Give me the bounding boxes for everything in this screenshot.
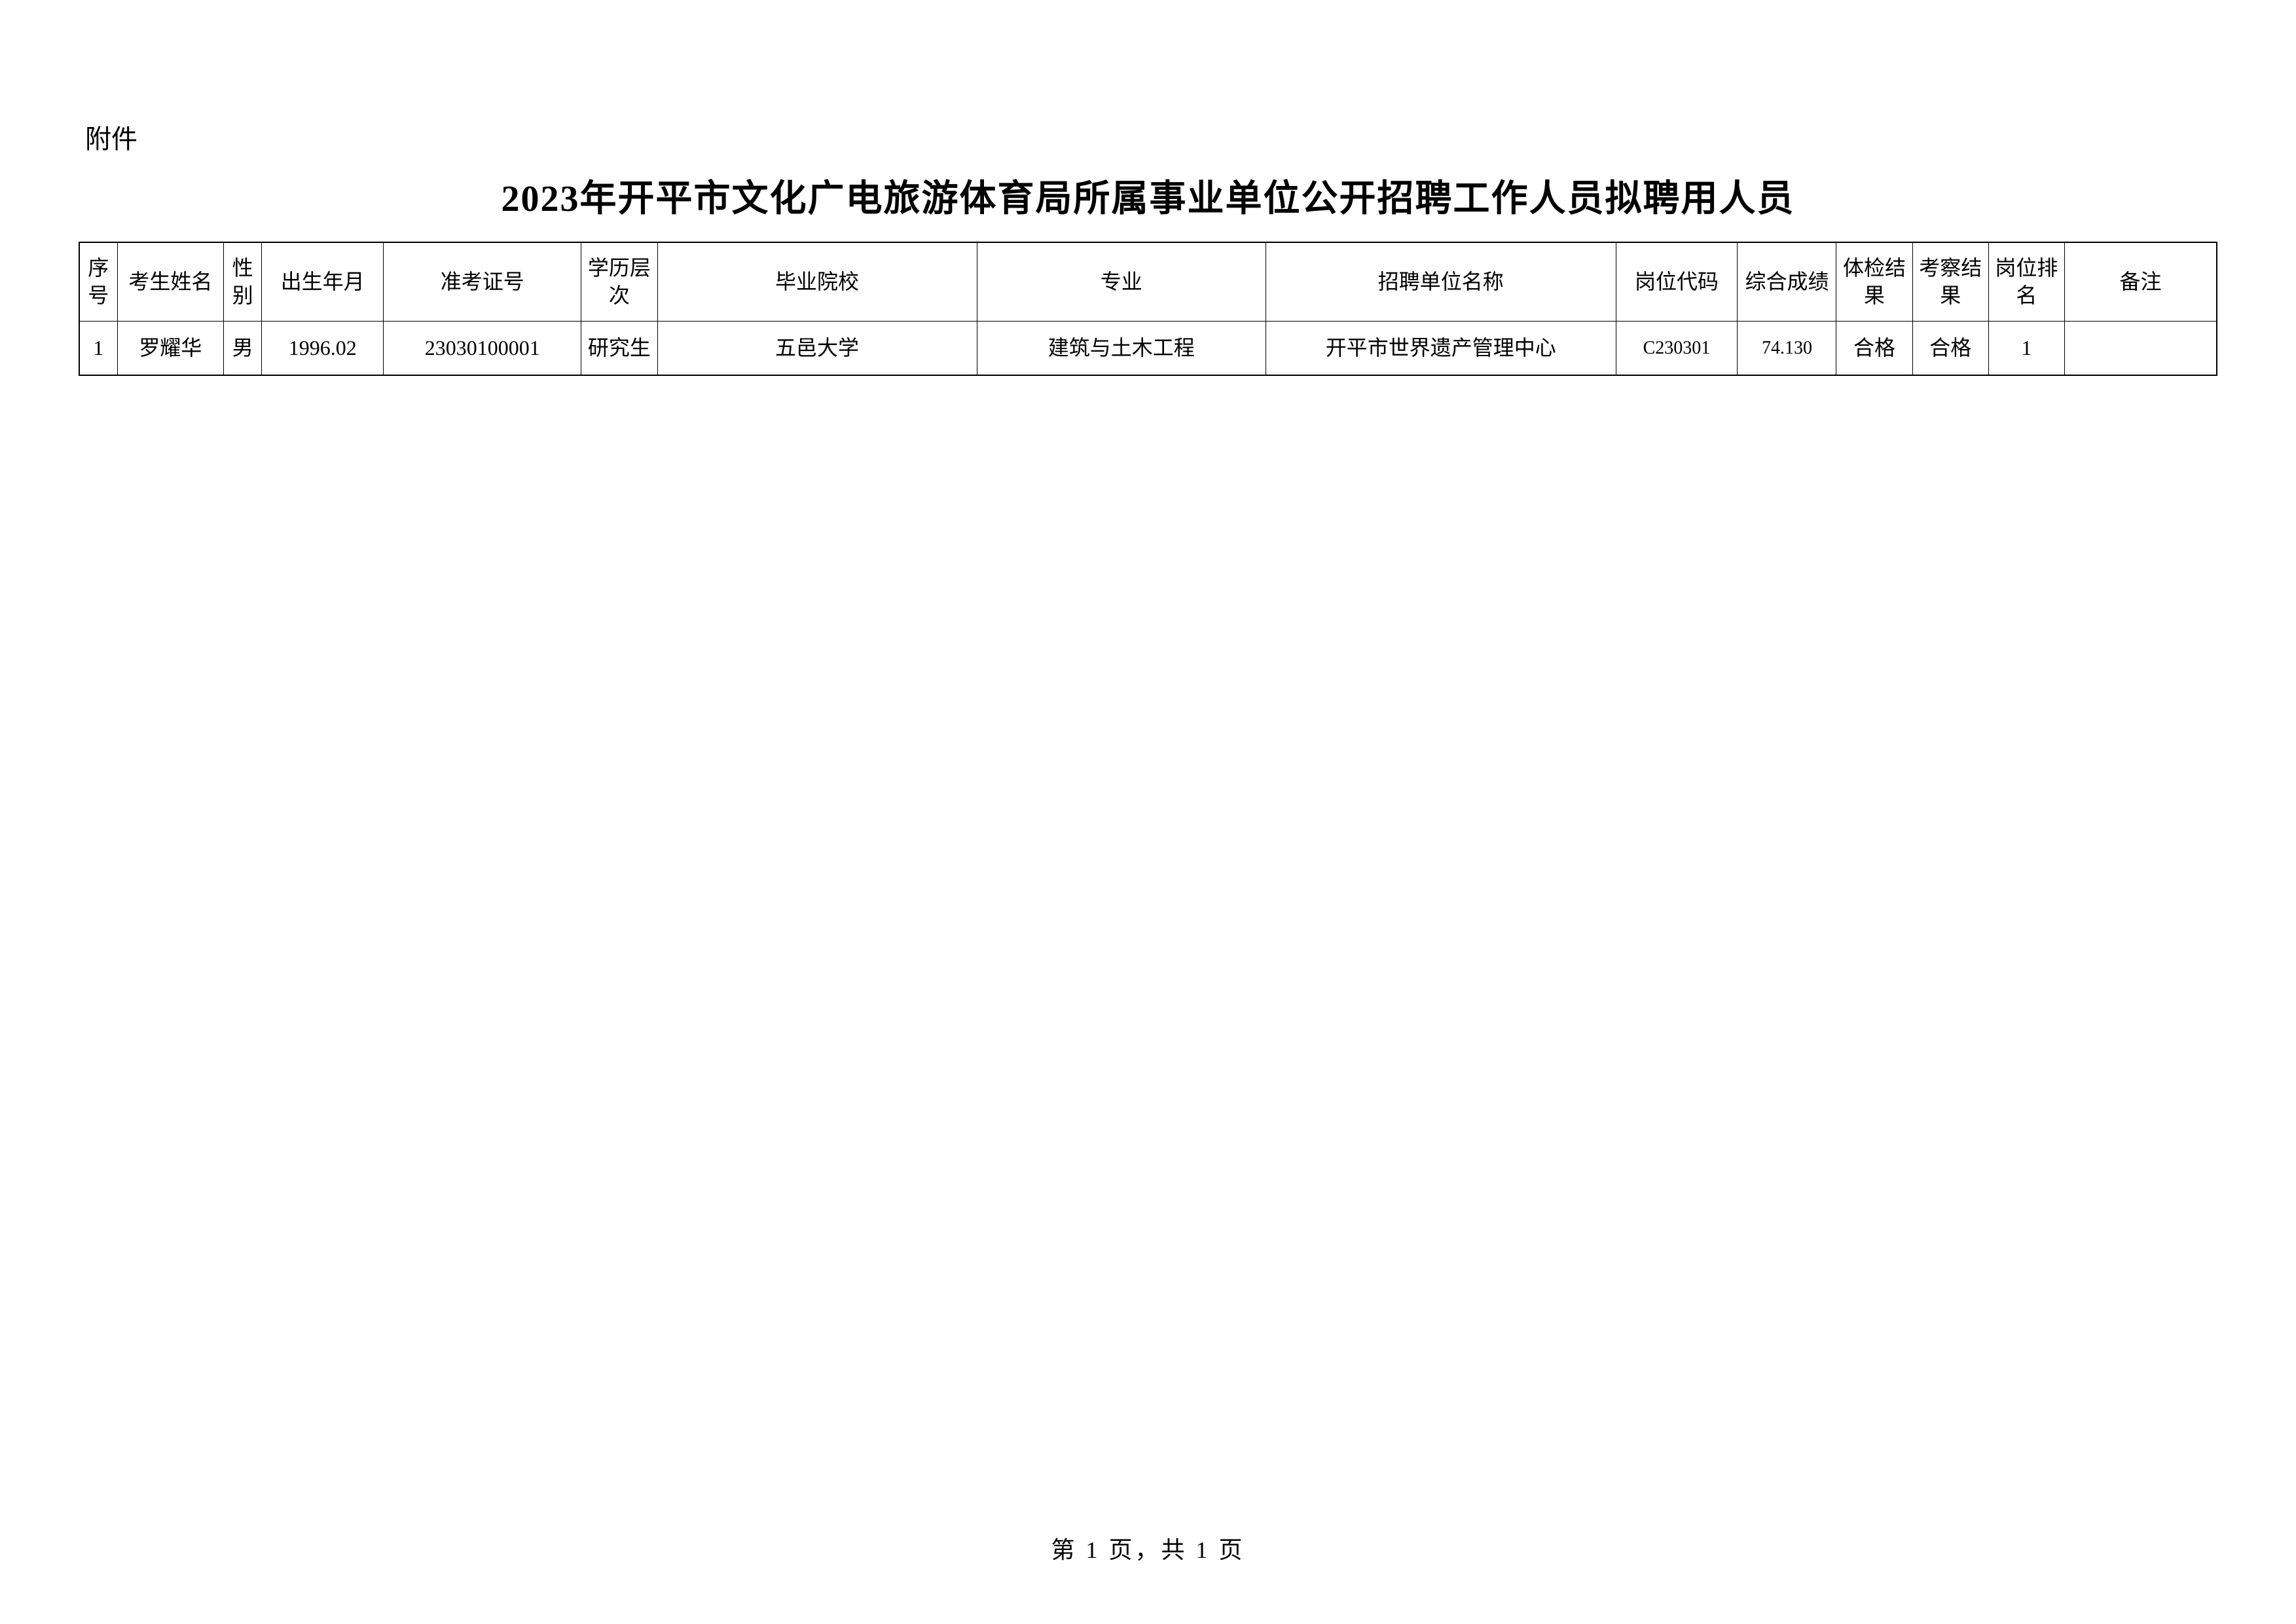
page-container: 附件 2023年开平市文化广电旅游体育局所属事业单位公开招聘工作人员拟聘用人员 … — [0, 0, 2296, 376]
table-header-row: 序号 考生姓名 性别 出生年月 准考证号 学历层次 毕业院校 专业 招聘单位名称… — [79, 242, 2217, 322]
cell-exam-no: 23030100001 — [384, 322, 581, 375]
cell-remark — [2065, 322, 2217, 375]
header-name: 考生姓名 — [117, 242, 224, 322]
header-physical: 体检结果 — [1836, 242, 1912, 322]
page-footer: 第 1 页，共 1 页 — [0, 1531, 2296, 1565]
header-inspection: 考察结果 — [1912, 242, 1988, 322]
header-major: 专业 — [977, 242, 1266, 322]
header-school: 毕业院校 — [657, 242, 977, 322]
personnel-table: 序号 考生姓名 性别 出生年月 准考证号 学历层次 毕业院校 专业 招聘单位名称… — [79, 242, 2217, 376]
document-title: 2023年开平市文化广电旅游体育局所属事业单位公开招聘工作人员拟聘用人员 — [79, 169, 2217, 222]
cell-major: 建筑与土木工程 — [977, 322, 1266, 375]
header-education: 学历层次 — [581, 242, 657, 322]
cell-physical: 合格 — [1836, 322, 1912, 375]
cell-education: 研究生 — [581, 322, 657, 375]
cell-gender: 男 — [224, 322, 262, 375]
header-score: 综合成绩 — [1738, 242, 1836, 322]
header-remark: 备注 — [2065, 242, 2217, 322]
cell-name: 罗耀华 — [117, 322, 224, 375]
cell-rank: 1 — [1988, 322, 2064, 375]
table-row: 1 罗耀华 男 1996.02 23030100001 研究生 五邑大学 建筑与… — [79, 322, 2217, 375]
attachment-label: 附件 — [85, 118, 2217, 156]
cell-school: 五邑大学 — [657, 322, 977, 375]
header-gender: 性别 — [224, 242, 262, 322]
cell-inspection: 合格 — [1912, 322, 1988, 375]
header-unit: 招聘单位名称 — [1266, 242, 1616, 322]
header-job-code: 岗位代码 — [1616, 242, 1738, 322]
cell-job-code: C230301 — [1616, 322, 1738, 375]
cell-seq: 1 — [79, 322, 117, 375]
cell-score: 74.130 — [1738, 322, 1836, 375]
cell-birth: 1996.02 — [262, 322, 384, 375]
header-birth: 出生年月 — [262, 242, 384, 322]
cell-unit: 开平市世界遗产管理中心 — [1266, 322, 1616, 375]
header-seq: 序号 — [79, 242, 117, 322]
header-rank: 岗位排名 — [1988, 242, 2064, 322]
header-exam-no: 准考证号 — [384, 242, 581, 322]
